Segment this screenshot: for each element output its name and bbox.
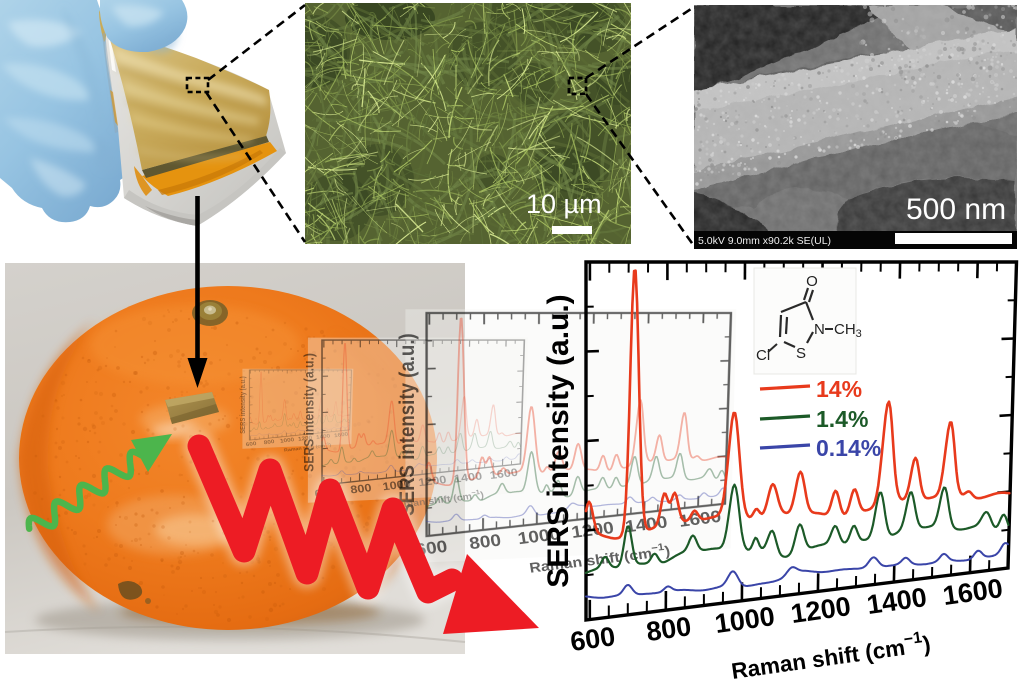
svg-text:S: S [796,345,806,362]
svg-text:1.4%: 1.4% [816,406,868,432]
svg-text:14%: 14% [816,376,862,402]
svg-text:Cl: Cl [756,347,770,364]
svg-text:N: N [814,321,825,338]
svg-text:500 nm: 500 nm [906,193,1006,226]
svg-text:O: O [806,273,818,290]
svg-text:10 µm: 10 µm [526,189,602,219]
svg-text:5.0kV 9.0mm x90.2k SE(UL): 5.0kV 9.0mm x90.2k SE(UL) [698,235,831,247]
svg-text:0.14%: 0.14% [816,435,881,461]
svg-text:CH3: CH3 [834,321,862,340]
